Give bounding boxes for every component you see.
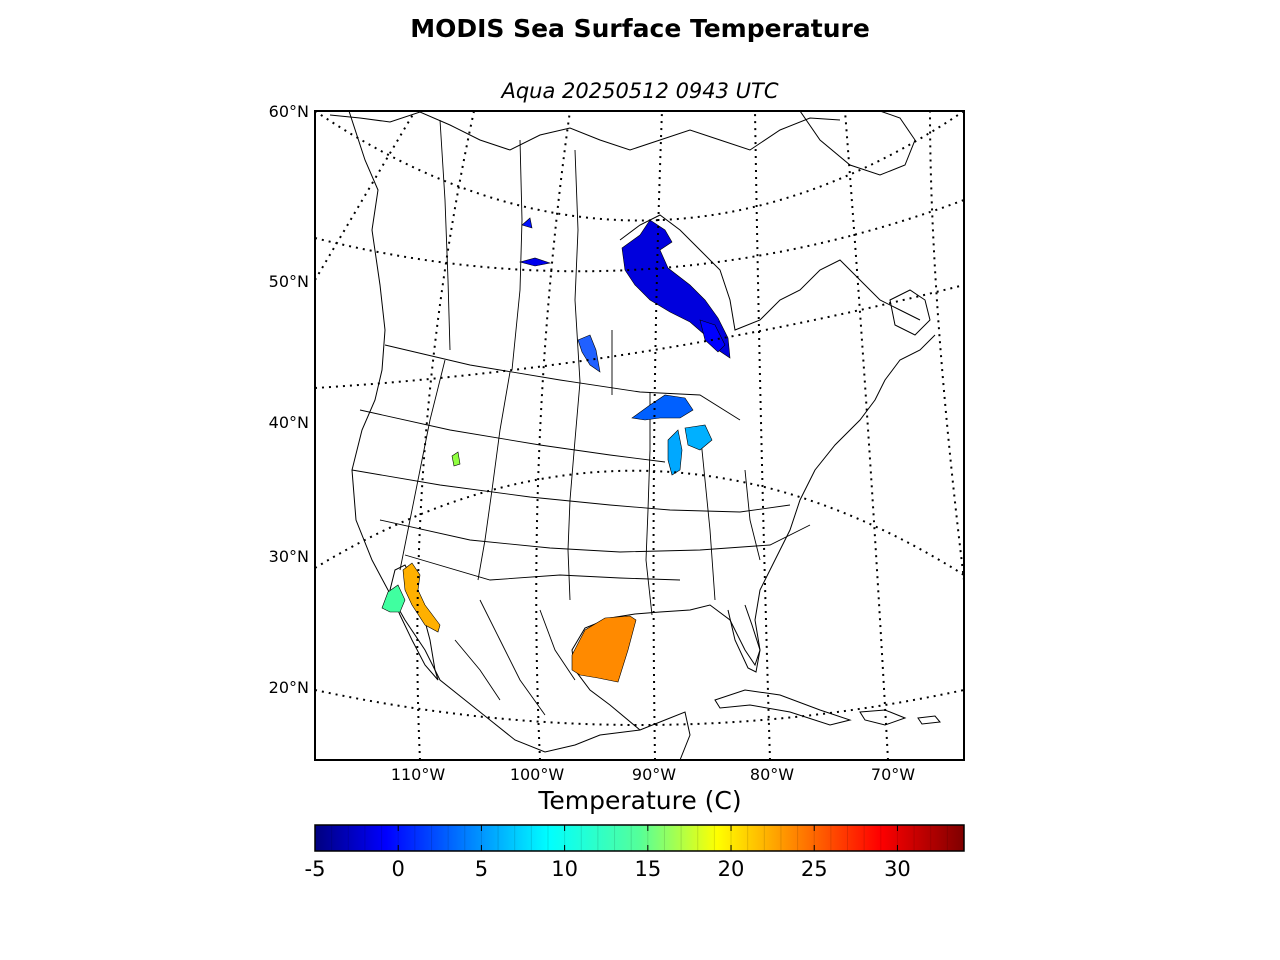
map-frame <box>314 110 965 761</box>
florida <box>727 604 761 673</box>
puerto-rico <box>917 715 941 725</box>
lat-label-40n: 40°N <box>269 413 309 432</box>
meridian-110w <box>416 111 475 760</box>
colorbar-label: Temperature (C) <box>538 786 742 815</box>
lat-label-60n: 60°N <box>269 102 309 121</box>
hudson-bay-coast <box>619 214 921 331</box>
parallel-60n <box>315 111 964 222</box>
sst-gulf-of-california <box>402 562 441 633</box>
colorbar: -5 0 5 10 15 20 25 30 <box>305 824 965 881</box>
lon-label-100w: 100°W <box>510 765 565 784</box>
cuba <box>714 689 852 726</box>
meridian-70w <box>844 111 889 760</box>
colorbar-tick-label: 30 <box>884 857 911 881</box>
newfoundland <box>889 289 931 336</box>
colorbar-tick-label: -5 <box>305 857 326 881</box>
greenland <box>799 111 916 176</box>
colorbar-tick-label: 5 <box>475 857 488 881</box>
lon-label-110w: 110°W <box>391 765 446 784</box>
lon-label-80w: 80°W <box>750 765 794 784</box>
graticule <box>315 111 964 760</box>
meridian-120w <box>315 111 416 281</box>
north-america-coast <box>348 111 691 760</box>
hispaniola <box>859 709 907 726</box>
meridian-100w <box>535 111 571 760</box>
sst-lake-huron <box>684 424 713 451</box>
lat-label-30n: 30°N <box>269 547 309 566</box>
colorbar-gradient <box>314 824 965 852</box>
parallel-20n <box>315 689 964 726</box>
sst-lake-athabasca <box>521 217 533 229</box>
colorbar-ticks: -5 0 5 10 15 20 25 30 <box>305 825 948 881</box>
colorbar-tick-label: 0 <box>392 857 405 881</box>
meridian-90w <box>652 111 663 760</box>
chart-title: MODIS Sea Surface Temperature <box>410 14 870 43</box>
meridian-80w <box>754 111 771 760</box>
chart-subtitle: Aqua 20250512 0943 UTC <box>501 79 779 103</box>
sst-great-slave-lake <box>518 257 552 267</box>
map-area <box>315 111 964 760</box>
sst-lake-winnipeg <box>577 334 601 373</box>
lon-label-90w: 90°W <box>632 765 676 784</box>
sst-james-bay <box>699 319 726 353</box>
canada-arctic-coast <box>329 111 841 151</box>
lat-label-50n: 50°N <box>269 272 309 291</box>
sst-lake-michigan <box>667 429 683 476</box>
parallel-40n <box>315 284 964 389</box>
sst-great-salt-lake <box>451 451 461 467</box>
colorbar-tick-label: 15 <box>634 857 661 881</box>
lon-label-70w: 70°W <box>871 765 915 784</box>
sst-pacific-baja <box>381 584 406 613</box>
lat-label-20n: 20°N <box>269 678 309 697</box>
colorbar-tick-label: 25 <box>801 857 828 881</box>
colorbar-tick-label: 20 <box>718 857 745 881</box>
sst-layer <box>381 217 731 683</box>
colorbar-tick-label: 10 <box>551 857 578 881</box>
sst-gulf-of-mexico <box>571 615 637 683</box>
political-boundaries <box>351 119 811 716</box>
parallel-30n <box>315 469 964 576</box>
